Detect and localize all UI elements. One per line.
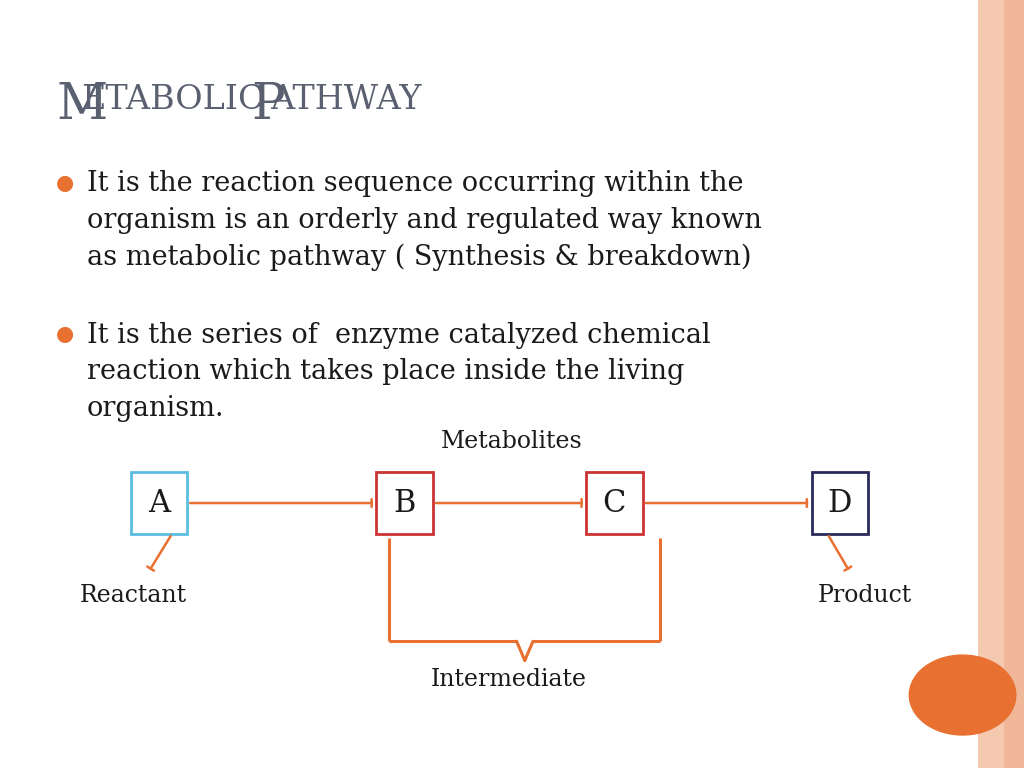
Text: D: D xyxy=(827,488,852,518)
Text: Product: Product xyxy=(818,584,912,607)
Text: ●: ● xyxy=(56,173,75,193)
Text: Metabolites: Metabolites xyxy=(441,430,583,453)
Text: ●: ● xyxy=(56,324,75,344)
Text: It is the reaction sequence occurring within the
organism is an orderly and regu: It is the reaction sequence occurring wi… xyxy=(87,170,762,271)
Text: C: C xyxy=(603,488,626,518)
Bar xyxy=(978,0,1004,768)
Text: Intermediate: Intermediate xyxy=(431,668,587,691)
FancyBboxPatch shape xyxy=(377,472,432,534)
Text: B: B xyxy=(393,488,416,518)
Text: Reactant: Reactant xyxy=(80,584,186,607)
Text: A: A xyxy=(147,488,170,518)
Text: It is the series of  enzyme catalyzed chemical
reaction which takes place inside: It is the series of enzyme catalyzed che… xyxy=(87,322,711,422)
Circle shape xyxy=(909,655,1016,735)
FancyBboxPatch shape xyxy=(131,472,186,534)
Text: M: M xyxy=(56,81,108,130)
FancyBboxPatch shape xyxy=(586,472,643,534)
Text: ETABOLIC: ETABOLIC xyxy=(81,84,263,116)
Text: ATHWAY: ATHWAY xyxy=(270,84,422,116)
Text: P: P xyxy=(251,81,285,130)
FancyBboxPatch shape xyxy=(811,472,868,534)
Bar xyxy=(1004,0,1024,768)
